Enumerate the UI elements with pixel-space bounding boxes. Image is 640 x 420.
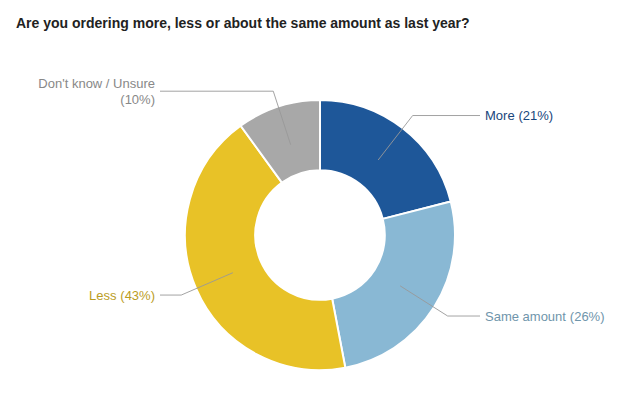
label-value: (26%) xyxy=(570,309,605,324)
slices xyxy=(185,100,455,370)
slice xyxy=(332,201,455,367)
labels: More (21%) Same amount (26%) Less(43%) Don't … xyxy=(38,76,604,324)
chart: Are you ordering more, less or about the… xyxy=(0,0,640,420)
data-label: More (21%) xyxy=(485,108,553,123)
slice xyxy=(185,126,345,370)
label-value: (10%) xyxy=(120,92,155,107)
label-value: (21%) xyxy=(519,108,554,123)
data-label: Same amount (26%) xyxy=(485,309,605,324)
label-category: Don't know / Unsure xyxy=(38,76,155,91)
slice xyxy=(320,100,451,219)
data-label: Don't know / Unsure(10%) xyxy=(38,76,155,107)
leader-line xyxy=(378,116,480,160)
title: Are you ordering more, less or about the… xyxy=(16,15,470,31)
plot: More (21%) Same amount (26%) Less(43%) Don't … xyxy=(38,76,604,370)
label-category: Less xyxy=(89,288,117,303)
leader-line xyxy=(160,273,233,295)
data-label: Less(43%) xyxy=(89,288,155,303)
leader-line xyxy=(160,91,291,145)
leader-line xyxy=(400,286,480,316)
label-category: Same amount xyxy=(485,309,566,324)
label-value: (43%) xyxy=(120,288,155,303)
label-category: More xyxy=(485,108,515,123)
